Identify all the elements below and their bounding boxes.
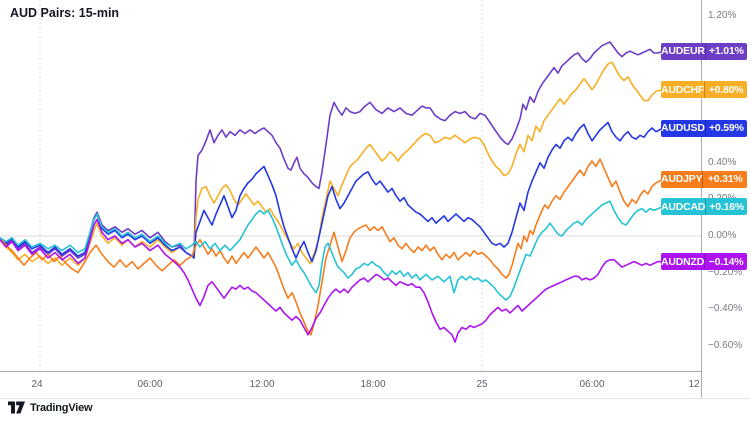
price-badge-audchf[interactable]: AUDCHF +0.80%: [661, 81, 747, 99]
badge-change-value: −0.14%: [708, 255, 744, 268]
time-axis[interactable]: 24 06:00 12:00 18:00 25 06:00 12: [0, 371, 750, 399]
time-tick-label: 06:00: [137, 379, 163, 390]
badge-pair-name: AUDEUR: [661, 42, 706, 60]
time-tick-label: 24: [31, 379, 43, 390]
series-line-audcad[interactable]: [0, 200, 664, 301]
badge-change-value: +1.01%: [709, 45, 744, 58]
price-badge-audjpy[interactable]: AUDJPY +0.31%: [661, 170, 747, 188]
series-line-audnzd[interactable]: [0, 218, 664, 343]
series-line-audusd[interactable]: [0, 121, 664, 263]
badge-pair-name: AUDJPY: [661, 170, 704, 188]
footer: TradingView: [8, 401, 93, 414]
tradingview-logo-icon[interactable]: [8, 401, 25, 414]
badge-change-value: +0.16%: [709, 200, 744, 213]
series-line-audjpy[interactable]: [0, 158, 664, 336]
price-badge-audnzd[interactable]: AUDNZD −0.14%: [661, 253, 747, 271]
price-tick-label: −0.60%: [708, 339, 743, 351]
time-tick-label: 18:00: [360, 379, 386, 390]
badge-pair-name: AUDCAD: [661, 198, 707, 216]
price-tick-label: 0.00%: [708, 230, 737, 241]
time-tick-label: 12:00: [249, 379, 275, 390]
badge-pair-name: AUDUSD: [661, 119, 706, 137]
price-badge-audeur[interactable]: AUDEUR +1.01%: [661, 42, 747, 60]
series-line-audeur[interactable]: [0, 41, 664, 259]
price-tick-label: −0.20%: [708, 266, 743, 278]
badge-pair-name: AUDCHF: [661, 81, 706, 99]
price-badge-audcad[interactable]: AUDCAD +0.16%: [661, 198, 747, 216]
plot-area[interactable]: AUD Pairs: 15-min: [0, 0, 701, 371]
price-badge-audusd[interactable]: AUDUSD +0.59%: [661, 119, 747, 137]
badge-change-value: +0.80%: [708, 83, 744, 96]
tradingview-brand-text[interactable]: TradingView: [30, 401, 93, 414]
price-tick-label: 0.40%: [708, 156, 737, 168]
price-tick-label: 1.20%: [708, 10, 737, 22]
series-line-audchf[interactable]: [0, 61, 664, 267]
price-tick-label: −0.40%: [708, 303, 743, 315]
chart-canvas[interactable]: [0, 0, 701, 371]
time-tick-label: 12: [688, 379, 700, 390]
badge-pair-name: AUDNZD: [661, 253, 706, 271]
page-title: AUD Pairs: 15-min: [10, 6, 120, 20]
time-tick-label: 25: [476, 379, 488, 390]
badge-change-value: +0.59%: [709, 122, 744, 135]
time-tick-label: 06:00: [579, 379, 605, 390]
badge-change-value: +0.31%: [707, 173, 743, 186]
